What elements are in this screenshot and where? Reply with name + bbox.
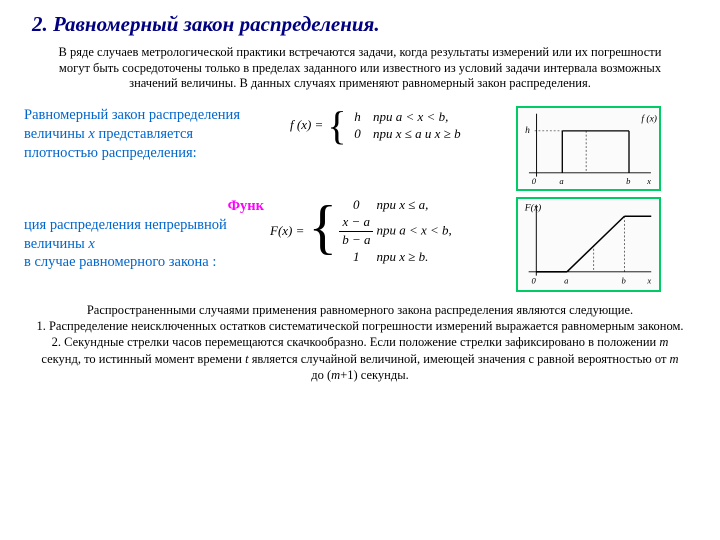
g1-b: b	[626, 176, 631, 186]
g1-x: x	[646, 176, 651, 186]
lbl1-c: представляется	[95, 126, 193, 142]
g1-a: a	[559, 176, 563, 186]
page-title: 2. Равномерный закон распределения.	[24, 12, 696, 37]
g1-o: 0	[532, 176, 537, 186]
g2-x: x	[646, 275, 651, 285]
F-r3b: при x ≥ b.	[376, 249, 428, 264]
b-line-0: Распространенными случаями применения ра…	[34, 302, 686, 318]
b-line-2: 2. Секундные стрелки часов перемещаются …	[34, 334, 686, 383]
lbl2-c: в случае равномерного закона :	[24, 254, 216, 270]
F-r1a: 0	[339, 197, 373, 214]
F-r2n: x − a	[339, 214, 373, 232]
lbl1-a: Равномерный закон распределения	[24, 107, 240, 123]
density-row: Равномерный закон распределения величины…	[24, 106, 696, 191]
bottom-block: Распространенными случаями применения ра…	[24, 298, 696, 383]
formula-F: F(x) = { 0 при x ≤ a, x − a b − a при a …	[264, 197, 516, 266]
lbl1-b: величины	[24, 126, 88, 142]
intro-text: В ряде случаев метрологической практики …	[24, 45, 696, 92]
g1-h: h	[525, 126, 530, 136]
graph-cdf: F(x) 0 a b x	[516, 197, 661, 292]
F-r3a: 1	[339, 249, 373, 266]
F-r2b: при a < x < b,	[376, 222, 451, 237]
f-c2b: при x ≤ a и x ≥ b	[373, 126, 461, 141]
lbl1-d: плотностью распределения:	[24, 145, 197, 161]
g2-a: a	[564, 275, 568, 285]
F-r1b: при x ≤ a,	[376, 197, 428, 212]
f-sym: f (x) =	[290, 117, 323, 134]
lbl2-a: ция распределения непрерывной	[24, 217, 227, 233]
lbl2-b: величины	[24, 236, 88, 252]
f-c2a: 0	[349, 126, 367, 143]
F-r2d: b − a	[339, 232, 373, 249]
graph-density: f (x) h 0 a b x	[516, 106, 661, 191]
g1-fx: f (x)	[641, 113, 657, 124]
f-c1b: при a < x < b,	[373, 109, 448, 124]
b-line-1: 1. Распределение неисключенных остатков …	[34, 318, 686, 334]
fn-word: Функ	[228, 198, 264, 214]
g2-o: 0	[532, 275, 537, 285]
cdf-row: Функ ция распределения непрерывной велич…	[24, 197, 696, 292]
F-sym: F(x) =	[270, 223, 304, 240]
formula-f: f (x) = { h при a < x < b, 0 при x ≤ a и…	[284, 106, 516, 146]
g2-Fx: F(x)	[524, 202, 541, 213]
f-c1a: h	[349, 109, 367, 126]
g2-b: b	[622, 275, 627, 285]
